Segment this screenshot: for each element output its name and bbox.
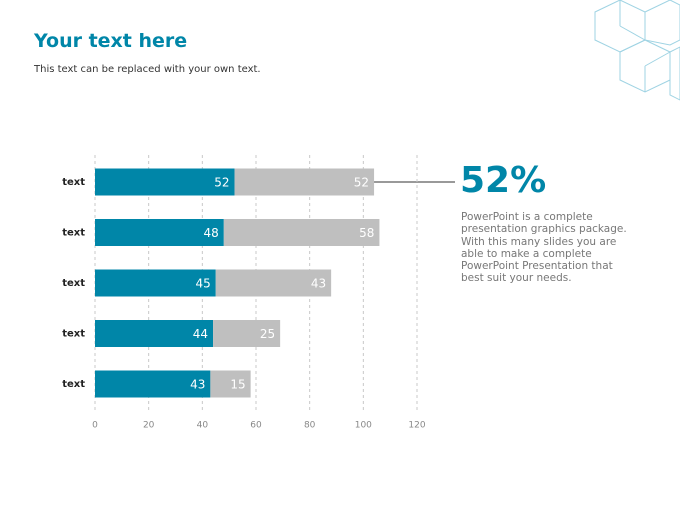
y-tick-label: text bbox=[62, 329, 85, 340]
bar bbox=[234, 168, 375, 196]
bar bbox=[95, 168, 235, 196]
bar bbox=[95, 219, 224, 246]
description-line: PowerPoint Presentation that bbox=[461, 260, 613, 273]
data-label: 48 bbox=[204, 226, 219, 240]
description-line: best suit your needs. bbox=[461, 272, 572, 285]
description-line: able to make a complete bbox=[461, 247, 592, 260]
y-tick-label: text bbox=[62, 177, 85, 188]
x-tick-label: 20 bbox=[143, 421, 155, 431]
bar bbox=[210, 370, 251, 398]
x-tick-label: 0 bbox=[92, 421, 98, 431]
y-tick-label: text bbox=[62, 379, 85, 390]
hexagon-decoration bbox=[594, 0, 680, 101]
data-label: 43 bbox=[311, 277, 326, 291]
description-line: presentation graphics package. bbox=[461, 223, 627, 236]
data-label: 44 bbox=[193, 327, 208, 341]
bar bbox=[213, 320, 281, 347]
title: Your text here bbox=[34, 30, 188, 52]
bar bbox=[95, 370, 211, 398]
data-label: 52 bbox=[354, 176, 369, 190]
bar bbox=[95, 320, 214, 347]
description: PowerPoint is a complete presentation gra… bbox=[461, 211, 627, 285]
y-tick-label: text bbox=[62, 228, 85, 239]
x-tick-label: 80 bbox=[304, 421, 316, 431]
description-line: With this many slides you are bbox=[461, 235, 617, 248]
x-tick-label: 120 bbox=[408, 421, 425, 431]
data-label: 43 bbox=[190, 378, 205, 392]
data-label: 45 bbox=[195, 277, 210, 291]
x-tick-label: 60 bbox=[250, 421, 262, 431]
highlight-value: 52% bbox=[460, 160, 547, 201]
data-label: 15 bbox=[230, 378, 245, 392]
y-tick-label: text bbox=[62, 278, 85, 289]
data-label: 58 bbox=[359, 226, 374, 240]
description-line: PowerPoint is a complete bbox=[461, 211, 593, 223]
subtitle: This text can be replaced with your own … bbox=[34, 64, 261, 75]
data-label: 25 bbox=[260, 327, 275, 341]
bar bbox=[95, 269, 216, 297]
data-label: 52 bbox=[214, 176, 229, 190]
x-tick-label: 40 bbox=[197, 421, 209, 431]
bar bbox=[223, 219, 380, 246]
x-tick-label: 100 bbox=[355, 421, 372, 431]
bar bbox=[215, 269, 332, 297]
